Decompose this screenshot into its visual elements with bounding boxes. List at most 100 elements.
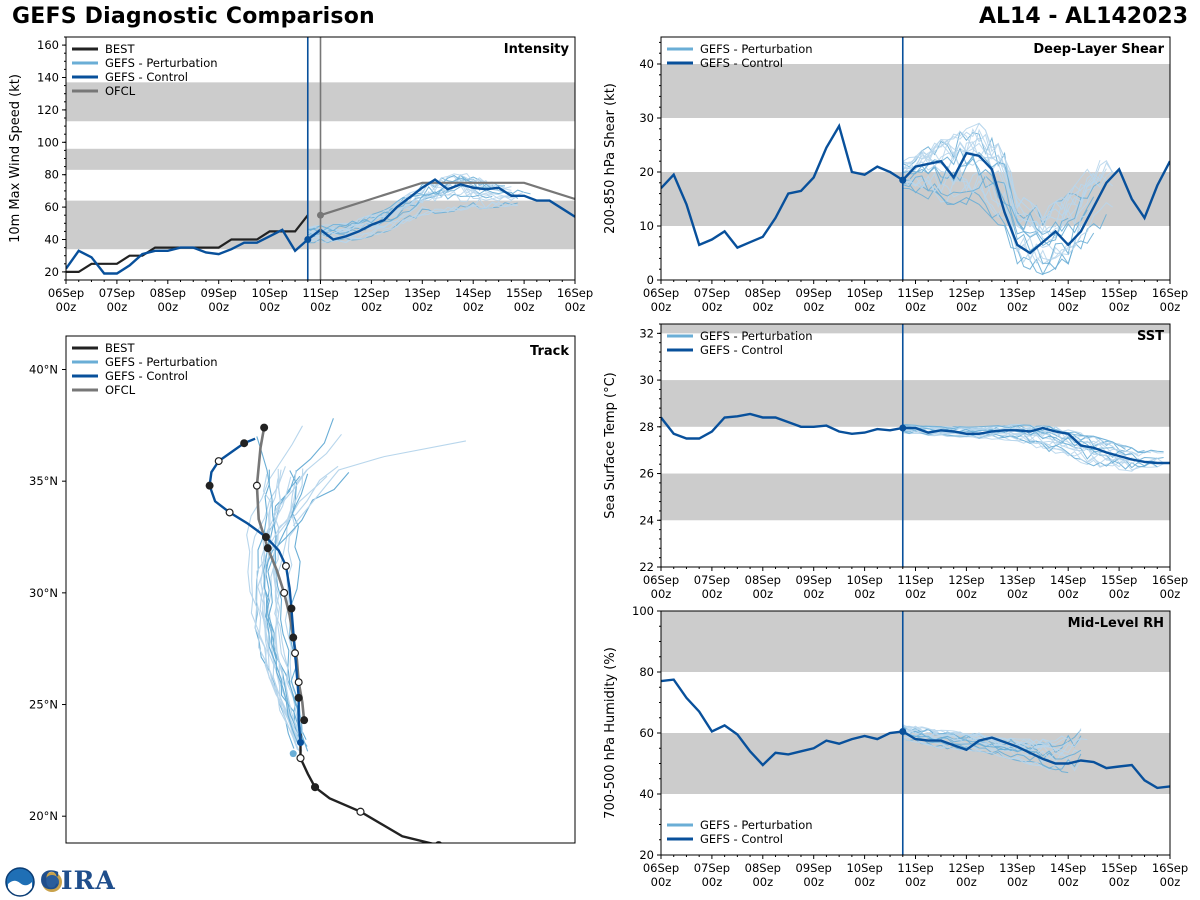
shear-xtick-hour: 00z <box>1109 300 1130 314</box>
intensity-legend-label-3: OFCL <box>105 84 136 98</box>
sst-xtick-day: 09Sep <box>796 573 832 587</box>
intensity-init-marker <box>304 236 312 243</box>
sst-xtick-hour: 00z <box>752 587 773 601</box>
rh-xtick-hour: 00z <box>702 875 723 889</box>
track-best-marker <box>356 807 365 816</box>
sst-ylabel: Sea Surface Temp (°C) <box>603 372 618 519</box>
rh-ytick-label: 60 <box>639 726 654 740</box>
sst-xtick-day: 16Sep <box>1152 573 1188 587</box>
rh-perturbation-member-9 <box>902 726 1082 754</box>
intensity-xtick-hour: 00z <box>107 300 128 314</box>
track-control-marker <box>281 562 290 571</box>
intensity-legend-label-1: GEFS - Perturbation <box>105 56 218 70</box>
rh-xtick-day: 14Sep <box>1050 861 1086 875</box>
shear-legend-label-0: GEFS - Perturbation <box>700 42 813 56</box>
intensity-perturbation-member-10 <box>307 201 518 244</box>
shear-xtick-day: 10Sep <box>846 286 882 300</box>
track-perturbation-init-marker <box>289 750 297 758</box>
sst-init-marker <box>899 424 907 432</box>
track-control-marker <box>205 481 214 490</box>
sst-perturbation-member-16 <box>902 423 1164 454</box>
sst-ytick-label: 22 <box>639 560 654 574</box>
rh-xtick-hour: 00z <box>1160 875 1181 889</box>
shear-ytick-label: 20 <box>639 165 654 179</box>
intensity-ofcl-line <box>320 181 575 217</box>
intensity-xtick-day: 06Sep <box>48 286 84 300</box>
shear-xtick-day: 15Sep <box>1101 286 1137 300</box>
track-legend-label-2: GEFS - Control <box>105 369 188 383</box>
track-plot-content <box>205 418 467 843</box>
sst-xtick-hour: 00z <box>651 587 672 601</box>
track-perturbation-member-14 <box>262 478 299 751</box>
shear-band-1 <box>661 64 1170 118</box>
intensity-xtick-day: 16Sep <box>557 286 593 300</box>
rh-perturbation-member-19 <box>902 738 1044 768</box>
track-control-marker <box>291 649 300 658</box>
intensity-ytick-label: 40 <box>44 233 59 247</box>
shear-xtick-hour: 00z <box>1058 300 1079 314</box>
sst-ytick-label: 24 <box>639 513 654 527</box>
sst-ytick-label: 32 <box>639 326 654 340</box>
shear-xtick-day: 11Sep <box>897 286 933 300</box>
track-ofcl-marker <box>252 481 261 490</box>
track-ytick-label: 35°N <box>29 474 58 488</box>
intensity-ytick-label: 20 <box>44 265 59 279</box>
shear-xtick-hour: 00z <box>803 300 824 314</box>
intensity-panel: 2040608010012014016006Sep00z07Sep00z08Se… <box>8 36 593 314</box>
shear-xtick-day: 14Sep <box>1050 286 1086 300</box>
shear-xtick-hour: 00z <box>1160 300 1181 314</box>
rh-xtick-hour: 00z <box>956 875 977 889</box>
shear-plot-content <box>661 37 1170 280</box>
sst-ytick-label: 26 <box>639 467 654 481</box>
sst-xtick-hour: 00z <box>1058 587 1079 601</box>
rh-ytick-label: 80 <box>639 665 654 679</box>
intensity-perturbation-member-7 <box>307 179 525 235</box>
intensity-ytick-label: 100 <box>37 135 59 149</box>
track-plot-area <box>66 336 575 843</box>
sst-band-1 <box>661 380 1170 427</box>
sst-xtick-hour: 00z <box>702 587 723 601</box>
track-control-marker <box>214 457 223 466</box>
track-ofcl-marker <box>260 423 269 432</box>
rh-legend-label-0: GEFS - Perturbation <box>700 818 813 832</box>
rh-band-1 <box>661 611 1170 672</box>
intensity-xtick-day: 10Sep <box>251 286 287 300</box>
track-legend-label-1: GEFS - Perturbation <box>105 355 218 369</box>
track-perturbation-member-16 <box>257 476 300 752</box>
shear-ytick-label: 40 <box>639 57 654 71</box>
track-perturbation-member-5 <box>246 425 303 740</box>
sst-xtick-hour: 00z <box>905 587 926 601</box>
shear-ylabel: 200-850 hPa Shear (kt) <box>603 83 618 234</box>
rh-xtick-day: 11Sep <box>897 861 933 875</box>
sst-xtick-day: 10Sep <box>846 573 882 587</box>
rh-xtick-day: 09Sep <box>796 861 832 875</box>
shear-perturbation-member-10 <box>902 130 1114 220</box>
shear-ytick-label: 10 <box>639 219 654 233</box>
sst-ytick-label: 30 <box>639 373 654 387</box>
rh-xtick-day: 16Sep <box>1152 861 1188 875</box>
track-ofcl-marker <box>263 544 272 553</box>
sst-xtick-day: 07Sep <box>694 573 730 587</box>
shear-xtick-day: 09Sep <box>796 286 832 300</box>
intensity-xtick-hour: 00z <box>259 300 280 314</box>
shear-perturbation-member-19 <box>902 122 1082 222</box>
rh-ylabel: 700-500 hPa Humidity (%) <box>603 647 618 819</box>
shear-perturbation-member-18 <box>902 154 1069 247</box>
sst-xtick-day: 08Sep <box>745 573 781 587</box>
intensity-xtick-day: 09Sep <box>201 286 237 300</box>
track-legend-label-0: BEST <box>105 341 135 355</box>
track-ofcl-marker <box>300 716 309 725</box>
rh-xtick-hour: 00z <box>1007 875 1028 889</box>
intensity-ytick-label: 160 <box>37 38 59 52</box>
rh-panel: 2040608010006Sep00z07Sep00z08Sep00z09Sep… <box>603 604 1188 889</box>
rh-xtick-hour: 00z <box>651 875 672 889</box>
intensity-panel-title: Intensity <box>504 42 570 57</box>
intensity-xtick-hour: 00z <box>310 300 331 314</box>
rh-init-marker <box>899 727 907 735</box>
shear-perturbation-member-15 <box>902 147 1101 235</box>
rh-ytick-label: 100 <box>632 604 654 618</box>
track-ofcl-marker <box>280 588 289 597</box>
track-ofcl-marker <box>289 633 298 642</box>
sst-plot-content <box>661 324 1170 567</box>
